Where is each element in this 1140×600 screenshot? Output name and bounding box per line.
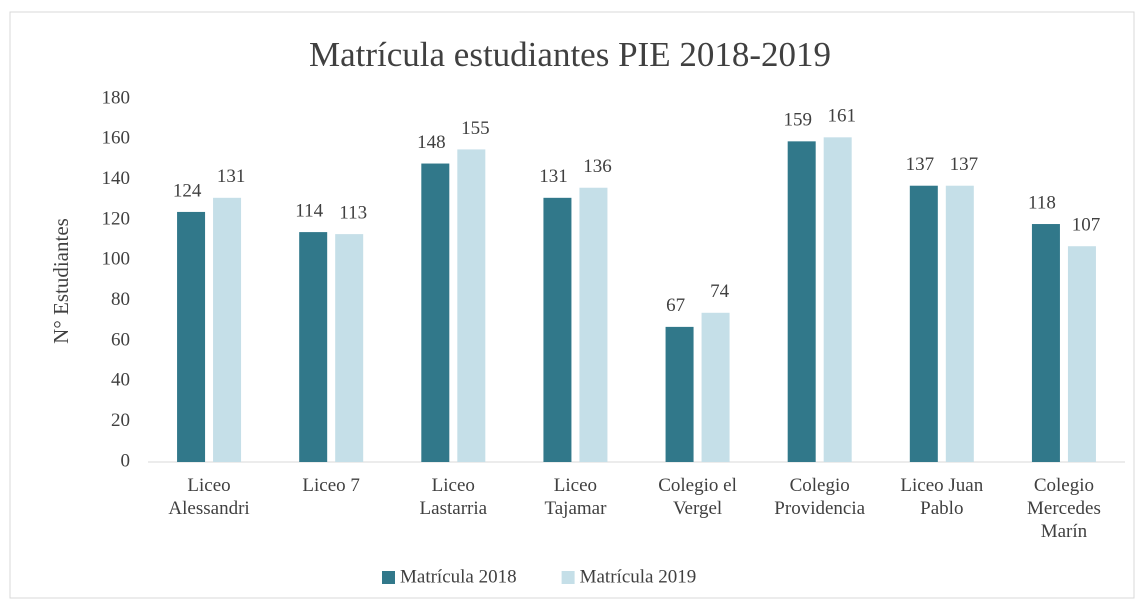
- data-label: 161: [827, 106, 856, 127]
- bar: [177, 211, 206, 462]
- data-label: 114: [295, 200, 323, 221]
- bar: [335, 234, 364, 462]
- data-label: 159: [783, 110, 812, 131]
- y-tick-label: 40: [111, 370, 130, 391]
- data-label: 74: [710, 281, 730, 302]
- bar: [1067, 246, 1096, 462]
- y-tick-label: 140: [102, 168, 131, 189]
- data-label: 137: [950, 154, 979, 175]
- x-tick-label: Liceo 7: [302, 475, 360, 496]
- y-tick-label: 80: [111, 289, 130, 310]
- legend-label: Matrícula 2019: [580, 566, 697, 587]
- y-tick-label: 20: [111, 410, 130, 431]
- x-tick-label: Liceo Alessandri: [168, 475, 249, 519]
- y-axis-label: N° Estudiantes: [49, 218, 73, 344]
- data-label: 107: [1072, 215, 1101, 236]
- legend-swatch: [561, 571, 575, 584]
- data-label: 113: [339, 202, 367, 223]
- data-label: 124: [173, 180, 202, 201]
- bar: [945, 185, 974, 462]
- bar: [299, 232, 328, 462]
- data-label: 136: [583, 156, 612, 177]
- y-tick-label: 120: [102, 208, 131, 229]
- bar: [543, 197, 572, 463]
- bar: [1031, 224, 1060, 462]
- y-tick-label: 100: [102, 249, 131, 270]
- chart-title: Matrícula estudiantes PIE 2018-2019: [309, 35, 831, 74]
- data-label: 67: [666, 295, 685, 316]
- x-tick-label: Liceo Juan Pablo: [900, 475, 983, 519]
- x-tick-label: Colegio el Vergel: [658, 475, 737, 519]
- data-label: 137: [906, 154, 935, 175]
- x-tick-label: Colegio Mercedes Marín: [1027, 475, 1101, 542]
- x-tick-label: Liceo Tajamar: [544, 475, 607, 519]
- bar: [579, 187, 608, 462]
- y-tick-label: 60: [111, 329, 130, 350]
- bar: [421, 163, 450, 463]
- bar: [787, 141, 816, 462]
- bar: [909, 185, 938, 462]
- legend-swatch: [382, 571, 395, 584]
- y-tick-label: 180: [102, 87, 131, 108]
- legend-label: Matrícula 2018: [400, 566, 517, 587]
- bar: [213, 197, 242, 463]
- x-tick-label: Liceo Lastarria: [420, 475, 488, 519]
- bar: [701, 312, 730, 462]
- data-label: 131: [539, 166, 568, 187]
- y-tick-label: 160: [102, 128, 131, 149]
- y-tick-label: 0: [121, 450, 131, 471]
- bar: [457, 149, 486, 462]
- data-label: 155: [461, 118, 490, 139]
- bar: [665, 326, 694, 462]
- data-label: 148: [417, 132, 446, 153]
- data-label: 131: [217, 166, 246, 187]
- bar: [823, 137, 852, 463]
- x-tick-label: Colegio Providencia: [774, 475, 865, 519]
- data-label: 118: [1028, 192, 1056, 213]
